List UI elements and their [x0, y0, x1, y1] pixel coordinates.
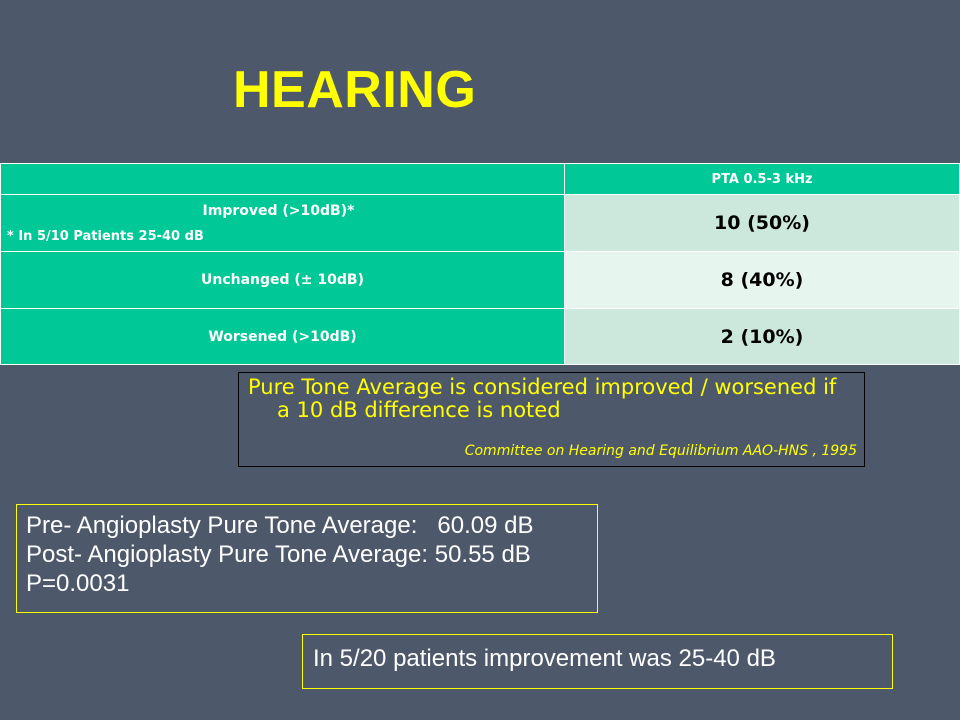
table-row: Unchanged (± 10dB) 8 (40%)	[0, 251, 960, 309]
table-header-value: PTA 0.5-3 kHz	[564, 163, 960, 195]
improvement-note-box: In 5/20 patients improvement was 25-40 d…	[302, 634, 893, 689]
table-row: Improved (>10dB)* * In 5/10 Patients 25-…	[0, 194, 960, 252]
table-header-label	[0, 163, 565, 195]
p-value: P=0.0031	[26, 570, 130, 597]
table-row: Worsened (>10dB) 2 (10%)	[0, 308, 960, 365]
definition-note-box: Pure Tone Average is considered improved…	[238, 372, 865, 467]
row-value-unchanged: 8 (40%)	[564, 251, 960, 309]
definition-citation: Committee on Hearing and Equilibrium AAO…	[464, 443, 857, 459]
improved-label: Improved (>10dB)*	[202, 203, 355, 219]
pta-summary-box: Pre- Angioplasty Pure Tone Average: 60.0…	[16, 504, 598, 613]
row-value-worsened: 2 (10%)	[564, 308, 960, 365]
table-header-row: PTA 0.5-3 kHz	[0, 163, 960, 195]
row-value-improved: 10 (50%)	[564, 194, 960, 252]
pta-post: Post- Angioplasty Pure Tone Average: 50.…	[26, 541, 531, 568]
pta-pre: Pre- Angioplasty Pure Tone Average: 60.0…	[26, 512, 534, 539]
definition-line-1: Pure Tone Average is considered improved…	[248, 375, 837, 399]
row-label-worsened: Worsened (>10dB)	[0, 308, 565, 365]
row-label-unchanged: Unchanged (± 10dB)	[0, 251, 565, 309]
improved-footnote: * In 5/10 Patients 25-40 dB	[7, 229, 204, 244]
slide-title: HEARING	[233, 61, 477, 119]
improvement-note: In 5/20 patients improvement was 25-40 d…	[313, 645, 776, 672]
row-label-improved: Improved (>10dB)* * In 5/10 Patients 25-…	[0, 194, 565, 252]
definition-line-2: a 10 dB difference is noted	[277, 398, 561, 422]
results-table: PTA 0.5-3 kHz Improved (>10dB)* * In 5/1…	[0, 163, 960, 365]
